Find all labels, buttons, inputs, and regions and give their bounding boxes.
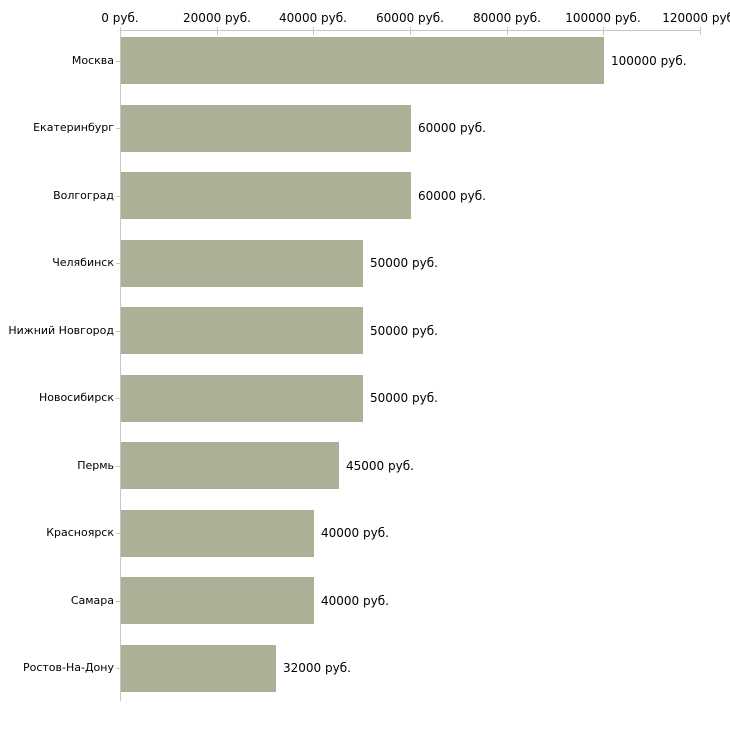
bar-category-label: Волгоград: [53, 189, 114, 202]
bar-value-label: 100000 руб.: [611, 54, 687, 68]
y-axis-tick: [116, 263, 120, 264]
x-axis-tick-label: 60000 руб.: [376, 11, 444, 25]
bar: [121, 37, 604, 84]
y-axis-tick: [116, 466, 120, 467]
x-axis-tick: [120, 27, 121, 35]
bar-value-label: 45000 руб.: [346, 459, 414, 473]
bar: [121, 645, 276, 692]
bar-category-label: Москва: [71, 54, 114, 67]
x-axis-tick-label: 120000 руб.: [662, 11, 730, 25]
bar: [121, 442, 339, 489]
bar: [121, 105, 411, 152]
x-axis-tick-label: 0 руб.: [101, 11, 139, 25]
y-axis-tick: [116, 128, 120, 129]
bar-category-label: Самара: [70, 594, 114, 607]
bar-category-label: Екатеринбург: [33, 121, 114, 134]
x-axis-tick: [700, 27, 701, 35]
x-axis-tick-label: 100000 руб.: [565, 11, 641, 25]
x-axis-tick: [603, 27, 604, 35]
bar: [121, 240, 363, 287]
bar-value-label: 32000 руб.: [283, 661, 351, 675]
y-axis-line: [120, 30, 121, 701]
y-axis-tick: [116, 196, 120, 197]
y-axis-tick: [116, 668, 120, 669]
bar-category-label: Ростов-На-Дону: [22, 661, 114, 674]
x-axis-tick-label: 80000 руб.: [473, 11, 541, 25]
bar-value-label: 50000 руб.: [370, 391, 438, 405]
bar-value-label: 40000 руб.: [321, 526, 389, 540]
y-axis-tick: [116, 601, 120, 602]
bar-category-label: Красноярск: [46, 526, 114, 539]
bar-category-label: Новосибирск: [38, 391, 114, 404]
x-axis-tick-label: 40000 руб.: [279, 11, 347, 25]
bar: [121, 375, 363, 422]
y-axis-tick: [116, 533, 120, 534]
bar-value-label: 40000 руб.: [321, 594, 389, 608]
bar-value-label: 50000 руб.: [370, 256, 438, 270]
x-axis-tick: [217, 27, 218, 35]
bar-category-label: Нижний Новгород: [8, 324, 114, 337]
bar-value-label: 60000 руб.: [418, 189, 486, 203]
x-axis-tick: [410, 27, 411, 35]
bar: [121, 577, 314, 624]
bar: [121, 172, 411, 219]
x-axis-tick: [313, 27, 314, 35]
x-axis-tick: [507, 27, 508, 35]
x-axis-tick-label: 20000 руб.: [183, 11, 251, 25]
y-axis-tick: [116, 331, 120, 332]
y-axis-tick: [116, 398, 120, 399]
bar: [121, 307, 363, 354]
y-axis-tick: [116, 61, 120, 62]
bar: [121, 510, 314, 557]
bar-value-label: 50000 руб.: [370, 324, 438, 338]
bar-category-label: Пермь: [77, 459, 114, 472]
bar-category-label: Челябинск: [52, 256, 114, 269]
bar-value-label: 60000 руб.: [418, 121, 486, 135]
